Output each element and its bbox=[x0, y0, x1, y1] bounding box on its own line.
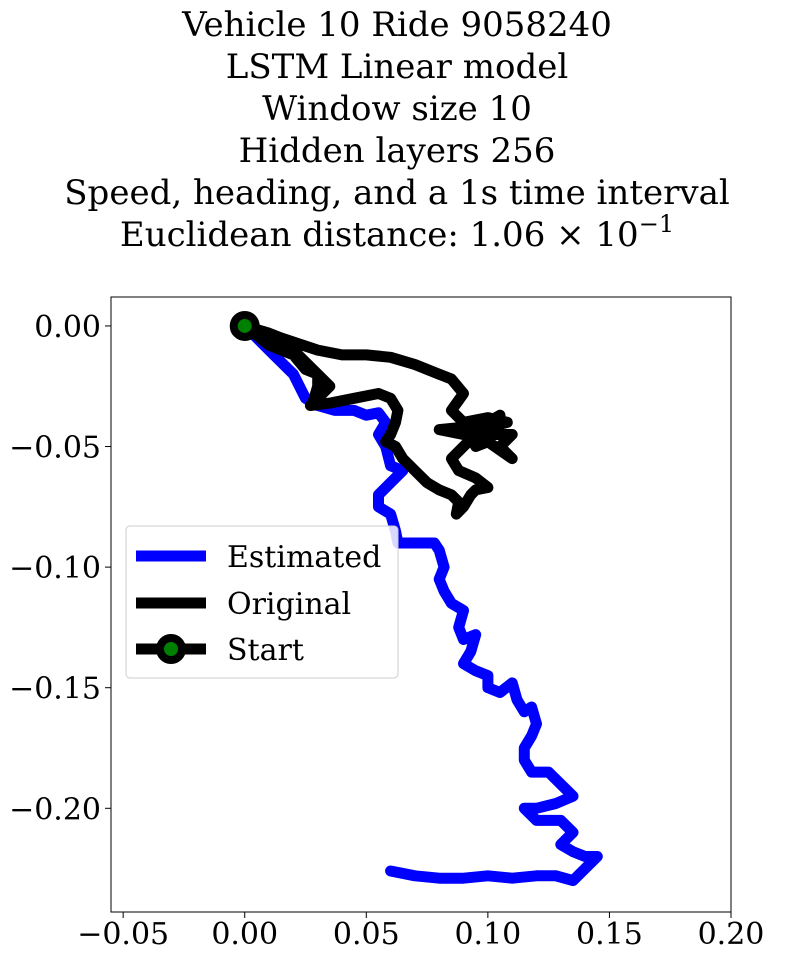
x-tick-label: 0.05 bbox=[333, 917, 400, 952]
y-tick-label: −0.20 bbox=[9, 792, 101, 827]
start-marker bbox=[229, 310, 260, 341]
legend-start-marker bbox=[156, 634, 186, 664]
y-tick-label: −0.05 bbox=[9, 431, 101, 466]
y-tick-label: −0.10 bbox=[9, 551, 101, 586]
title-line-6: Euclidean distance: 1.06 × 10−1 bbox=[0, 212, 794, 256]
legend-label-original: Original bbox=[227, 587, 351, 622]
series-line-estimated bbox=[239, 320, 603, 887]
legend-label-start: Start bbox=[227, 633, 304, 668]
distance-text: Euclidean distance: 1.06 × 10 bbox=[119, 215, 639, 255]
legend: Estimated Original Start bbox=[125, 525, 399, 679]
y-tick-label: 0.00 bbox=[34, 310, 101, 345]
legend-box bbox=[125, 525, 399, 679]
plot-frame bbox=[110, 296, 732, 913]
y-axis: 0.00 −0.05 −0.10 −0.15 −0.20 bbox=[9, 310, 111, 827]
legend-label-estimated: Estimated bbox=[227, 540, 381, 575]
x-tick-label: 0.00 bbox=[211, 917, 278, 952]
title-line-5: Speed, heading, and a 1s time interval bbox=[64, 173, 730, 213]
series-line-original bbox=[239, 320, 518, 520]
x-tick-label: 0.20 bbox=[698, 917, 765, 952]
x-tick-label: −0.05 bbox=[77, 917, 169, 952]
x-axis: −0.05 0.00 0.05 0.10 0.15 0.20 bbox=[77, 912, 764, 952]
title-line-2: LSTM Linear model bbox=[225, 47, 569, 87]
chart-title: Vehicle 10 Ride 9058240 LSTM Linear mode… bbox=[0, 4, 794, 256]
title-line-3: Window size 10 bbox=[262, 89, 532, 129]
y-tick-label: −0.15 bbox=[9, 672, 101, 707]
x-tick-label: 0.10 bbox=[454, 917, 521, 952]
x-tick-label: 0.15 bbox=[576, 917, 643, 952]
title-line-1: Vehicle 10 Ride 9058240 bbox=[182, 5, 612, 45]
distance-exponent: −1 bbox=[638, 210, 675, 238]
title-line-4: Hidden layers 256 bbox=[238, 131, 556, 171]
plot-lines bbox=[239, 320, 603, 887]
